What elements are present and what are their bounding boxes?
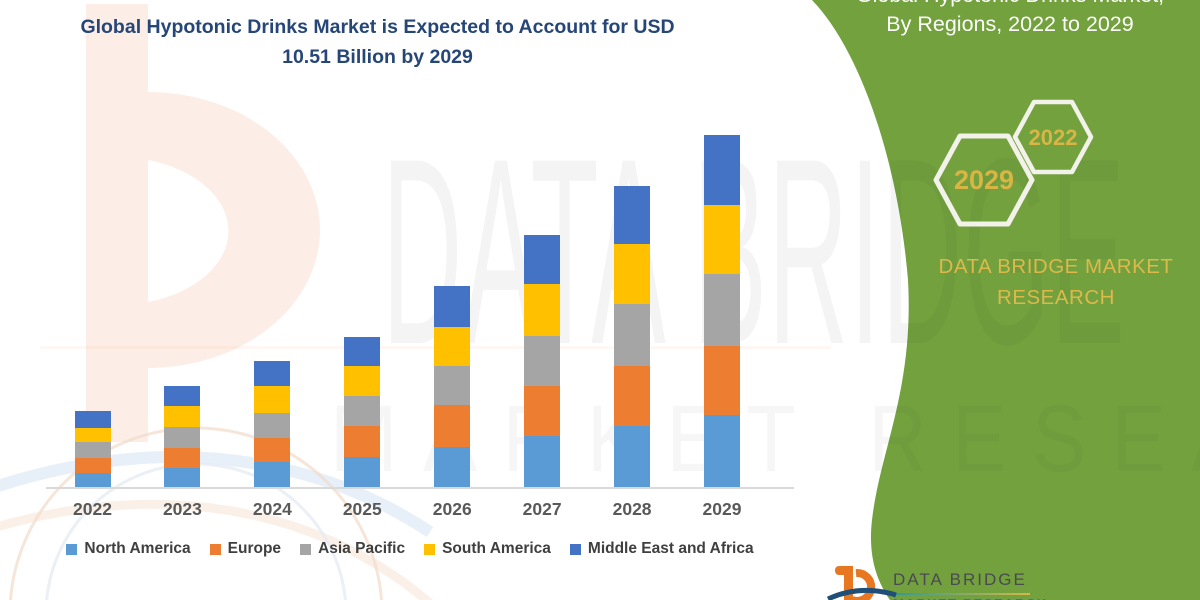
legend-label: North America <box>84 540 191 557</box>
legend-item-north-america: North America <box>66 540 191 558</box>
bar-segment-middle-east-and-africa-2023 <box>164 385 201 406</box>
chart-title-line1: Global Hypotonic Drinks Market is Expect… <box>80 16 675 38</box>
bar-segment-asia-pacific-2023 <box>164 426 201 449</box>
x-axis-label-2022: 2022 <box>73 499 112 519</box>
watermark-swoosh-blue <box>0 451 434 538</box>
x-axis-line <box>46 487 794 489</box>
bar-segment-south-america-2022 <box>74 427 111 443</box>
legend-label: South America <box>442 540 551 557</box>
bar-segment-europe-2022 <box>74 457 111 474</box>
chart-title: Global Hypotonic Drinks Market is Expect… <box>30 12 725 72</box>
chart-legend: North America Europe Asia Pacific South Ame… <box>36 540 784 558</box>
bar-segment-europe-2027 <box>524 385 561 436</box>
bar-segment-asia-pacific-2029 <box>704 274 740 347</box>
x-axis-label-2029: 2029 <box>702 499 742 519</box>
bar-segment-south-america-2027 <box>524 283 561 336</box>
footer-brand-subtitle-clipped: MARKET RESEARCH <box>893 596 1123 600</box>
legend-swatch-icon <box>66 543 78 555</box>
hexagon-2022 <box>1012 99 1094 175</box>
bar-segment-north-america-2029 <box>704 415 740 488</box>
bar-segment-asia-pacific-2026 <box>434 366 471 406</box>
side-panel-heading-line2: By Regions, 2022 to 2029 <box>886 12 1134 36</box>
bar-segment-europe-2024 <box>254 437 291 463</box>
bar-segment-europe-2026 <box>434 405 471 447</box>
bar-segment-north-america-2026 <box>434 447 471 488</box>
bar-segment-asia-pacific-2024 <box>254 413 291 438</box>
legend-swatch-icon <box>569 543 581 555</box>
x-axis-label-2026: 2026 <box>432 499 472 519</box>
green-panel-shape <box>812 0 1200 600</box>
bar-segment-middle-east-and-africa-2027 <box>524 234 561 284</box>
bar-segment-south-america-2023 <box>164 405 201 427</box>
bar-segment-asia-pacific-2025 <box>344 396 381 426</box>
bar-segment-middle-east-and-africa-2022 <box>74 411 111 428</box>
bar-segment-north-america-2025 <box>344 457 381 488</box>
x-axis-label-2025: 2025 <box>342 499 382 519</box>
legend-label: Asia Pacific <box>318 540 406 557</box>
bar-segment-south-america-2026 <box>434 326 471 367</box>
chart-title-line2: 10.51 Billion by 2029 <box>282 46 473 69</box>
bar-segment-europe-2029 <box>704 346 740 416</box>
legend-swatch-icon <box>300 543 312 555</box>
legend-item-south-america: South America <box>424 540 551 558</box>
bar-segment-north-america-2022 <box>74 473 111 488</box>
footer-logo-b-stem <box>844 566 853 600</box>
footer-brand-rule <box>893 593 1030 595</box>
footer-brand-name: DATA BRIDGE <box>893 570 1027 589</box>
legend-item-europe: Europe <box>209 540 282 558</box>
bar-segment-middle-east-and-africa-2025 <box>344 336 381 367</box>
panel-brand-line1: DATA BRIDGE MARKET <box>938 255 1174 278</box>
legend-label: Middle East and Africa <box>587 540 754 557</box>
panel-brand-line2: RESEARCH <box>997 286 1115 309</box>
bar-segment-north-america-2023 <box>164 468 201 488</box>
watermark-b-bowl <box>148 92 320 368</box>
bar-segment-asia-pacific-2022 <box>74 442 111 458</box>
bar-segment-asia-pacific-2027 <box>524 335 561 386</box>
x-axis-label-2028: 2028 <box>612 499 652 519</box>
bar-segment-asia-pacific-2028 <box>614 304 651 367</box>
x-axis-label-2023: 2023 <box>162 499 202 519</box>
panel-brand-text: DATA BRIDGE MARKET RESEARCH <box>903 251 1200 313</box>
footer-brand-text: DATA BRIDGE MARKET RESEARCH <box>893 570 1123 600</box>
watermark-swoosh-peach <box>0 499 434 600</box>
watermark-b-stem <box>86 4 148 442</box>
bar-segment-north-america-2024 <box>254 462 291 488</box>
footer-logo-b-bowl <box>852 568 876 600</box>
bar-segment-south-america-2029 <box>704 204 740 275</box>
legend-swatch-icon <box>424 543 436 555</box>
hexagon-2029-label: 2029 <box>954 165 1014 195</box>
side-panel-heading-line1-clipped: Global Hypotonic Drinks Market, <box>828 0 1192 10</box>
bar-segment-middle-east-and-africa-2029 <box>704 135 740 205</box>
footer-logo-b-hook <box>835 566 849 575</box>
bar-segment-europe-2023 <box>164 448 201 469</box>
bar-segment-europe-2025 <box>344 425 381 458</box>
x-axis-label-2027: 2027 <box>522 499 562 519</box>
bar-segment-south-america-2025 <box>344 366 381 397</box>
legend-item-asia-pacific: Asia Pacific <box>300 540 405 558</box>
bar-segment-middle-east-and-africa-2028 <box>614 186 651 245</box>
bar-segment-south-america-2028 <box>614 244 651 305</box>
legend-item-middle-east-and-africa: Middle East and Africa <box>569 540 754 558</box>
legend-swatch-icon <box>209 543 221 555</box>
hexagon-2029 <box>933 133 1035 227</box>
side-panel-heading: Global Hypotonic Drinks Market, By Regio… <box>828 0 1192 39</box>
bar-segment-south-america-2024 <box>254 386 291 414</box>
footer-logo-swoosh-icon <box>826 587 897 600</box>
bar-segment-north-america-2028 <box>614 426 651 488</box>
bar-segment-north-america-2027 <box>524 435 561 488</box>
bar-segment-europe-2028 <box>614 366 651 427</box>
hexagon-2022-label: 2022 <box>1029 125 1078 150</box>
bar-segment-middle-east-and-africa-2024 <box>254 361 291 387</box>
bar-segment-middle-east-and-africa-2026 <box>434 286 471 327</box>
stacked-bar-chart: 2022 2023 2024 2025 2026 2027 2028 2029 North A… <box>36 135 830 558</box>
legend-label: Europe <box>227 540 282 557</box>
x-axis-label-2024: 2024 <box>252 499 292 519</box>
